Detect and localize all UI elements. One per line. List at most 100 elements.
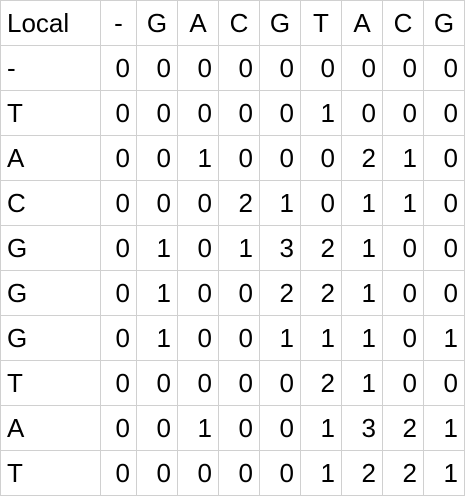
score-cell[interactable]: 0	[100, 315, 137, 361]
score-cell[interactable]: 0	[100, 360, 137, 406]
score-cell[interactable]: 1	[177, 135, 219, 181]
score-cell[interactable]: 0	[259, 90, 301, 136]
score-cell[interactable]: 0	[423, 135, 465, 181]
score-cell[interactable]: 0	[136, 90, 178, 136]
score-cell[interactable]: 1	[423, 405, 465, 451]
score-cell[interactable]: 0	[100, 45, 137, 91]
score-cell[interactable]: 0	[218, 450, 260, 496]
score-cell[interactable]: 3	[259, 225, 301, 271]
score-cell[interactable]: 2	[300, 360, 342, 406]
score-cell[interactable]: 1	[300, 405, 342, 451]
score-cell[interactable]: 1	[136, 270, 178, 316]
score-cell[interactable]: 0	[382, 225, 424, 271]
row-header-cell[interactable]: T	[0, 90, 101, 136]
score-cell[interactable]: 0	[423, 360, 465, 406]
score-cell[interactable]: 0	[259, 405, 301, 451]
score-cell[interactable]: 1	[341, 315, 383, 361]
score-cell[interactable]: 0	[218, 405, 260, 451]
score-cell[interactable]: 0	[259, 135, 301, 181]
score-cell[interactable]: 0	[136, 135, 178, 181]
score-cell[interactable]: 0	[177, 360, 219, 406]
row-header-cell[interactable]: T	[0, 360, 101, 406]
column-header-cell[interactable]: G	[259, 0, 301, 46]
score-cell[interactable]: 0	[100, 180, 137, 226]
score-cell[interactable]: 1	[341, 270, 383, 316]
score-cell[interactable]: 2	[218, 180, 260, 226]
row-header-cell[interactable]: G	[0, 270, 101, 316]
column-header-cell[interactable]: A	[177, 0, 219, 46]
row-header-cell[interactable]: C	[0, 180, 101, 226]
score-cell[interactable]: 2	[300, 225, 342, 271]
score-cell[interactable]: 0	[177, 450, 219, 496]
score-cell[interactable]: 0	[423, 45, 465, 91]
column-header-cell[interactable]: A	[341, 0, 383, 46]
score-cell[interactable]: 0	[259, 360, 301, 406]
score-cell[interactable]: 0	[259, 450, 301, 496]
score-cell[interactable]: 1	[341, 180, 383, 226]
score-cell[interactable]: 2	[259, 270, 301, 316]
score-cell[interactable]: 0	[341, 90, 383, 136]
score-cell[interactable]: 0	[136, 360, 178, 406]
row-header-cell[interactable]: -	[0, 45, 101, 91]
score-cell[interactable]: 0	[100, 405, 137, 451]
score-cell[interactable]: 0	[136, 180, 178, 226]
score-cell[interactable]: 1	[341, 360, 383, 406]
row-header-cell[interactable]: G	[0, 225, 101, 271]
score-cell[interactable]: 0	[382, 270, 424, 316]
score-cell[interactable]: 0	[300, 135, 342, 181]
score-cell[interactable]: 0	[382, 90, 424, 136]
score-cell[interactable]: 0	[218, 315, 260, 361]
score-cell[interactable]: 2	[300, 270, 342, 316]
score-cell[interactable]: 0	[177, 270, 219, 316]
column-header-cell[interactable]: G	[136, 0, 178, 46]
column-header-cell[interactable]: T	[300, 0, 342, 46]
score-cell[interactable]: 0	[423, 90, 465, 136]
column-header-cell[interactable]: C	[218, 0, 260, 46]
score-cell[interactable]: 1	[259, 180, 301, 226]
score-cell[interactable]: 0	[218, 360, 260, 406]
score-cell[interactable]: 1	[218, 225, 260, 271]
row-header-cell[interactable]: A	[0, 405, 101, 451]
score-cell[interactable]: 0	[259, 45, 301, 91]
score-cell[interactable]: 1	[382, 180, 424, 226]
column-header-cell[interactable]: G	[423, 0, 465, 46]
column-header-cell[interactable]: -	[100, 0, 137, 46]
score-cell[interactable]: 3	[341, 405, 383, 451]
score-cell[interactable]: 0	[100, 450, 137, 496]
score-cell[interactable]: 2	[341, 450, 383, 496]
score-cell[interactable]: 0	[382, 45, 424, 91]
score-cell[interactable]: 0	[423, 225, 465, 271]
score-cell[interactable]: 0	[177, 315, 219, 361]
score-cell[interactable]: 1	[300, 315, 342, 361]
score-cell[interactable]: 1	[341, 225, 383, 271]
score-cell[interactable]: 0	[300, 180, 342, 226]
score-cell[interactable]: 0	[382, 315, 424, 361]
score-cell[interactable]: 0	[136, 45, 178, 91]
score-cell[interactable]: 0	[177, 225, 219, 271]
score-cell[interactable]: 1	[136, 315, 178, 361]
score-cell[interactable]: 0	[100, 135, 137, 181]
score-cell[interactable]: 0	[177, 180, 219, 226]
score-cell[interactable]: 0	[100, 90, 137, 136]
score-cell[interactable]: 0	[382, 360, 424, 406]
score-cell[interactable]: 0	[423, 270, 465, 316]
row-header-cell[interactable]: T	[0, 450, 101, 496]
row-header-cell[interactable]: A	[0, 135, 101, 181]
score-cell[interactable]: 0	[423, 180, 465, 226]
score-cell[interactable]: 2	[341, 135, 383, 181]
score-cell[interactable]: 0	[100, 225, 137, 271]
score-cell[interactable]: 1	[423, 450, 465, 496]
column-header-cell[interactable]: C	[382, 0, 424, 46]
score-cell[interactable]: 0	[177, 45, 219, 91]
score-cell[interactable]: 0	[218, 270, 260, 316]
score-cell[interactable]: 1	[423, 315, 465, 361]
score-cell[interactable]: 2	[382, 405, 424, 451]
score-cell[interactable]: 1	[300, 450, 342, 496]
score-cell[interactable]: 0	[218, 135, 260, 181]
score-cell[interactable]: 2	[382, 450, 424, 496]
score-cell[interactable]: 1	[300, 90, 342, 136]
score-cell[interactable]: 0	[341, 45, 383, 91]
row-header-cell[interactable]: G	[0, 315, 101, 361]
score-cell[interactable]: 1	[382, 135, 424, 181]
score-cell[interactable]: 0	[218, 45, 260, 91]
